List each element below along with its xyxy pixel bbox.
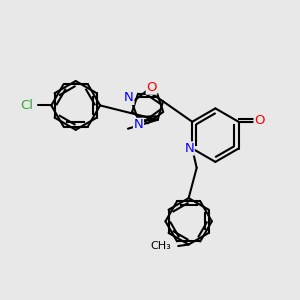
Text: CH₃: CH₃ [150, 241, 171, 251]
Text: Cl: Cl [20, 99, 34, 112]
Text: O: O [146, 81, 157, 94]
Text: O: O [254, 114, 265, 127]
Text: N: N [134, 118, 143, 131]
Text: N: N [184, 142, 194, 155]
Text: N: N [124, 92, 134, 104]
